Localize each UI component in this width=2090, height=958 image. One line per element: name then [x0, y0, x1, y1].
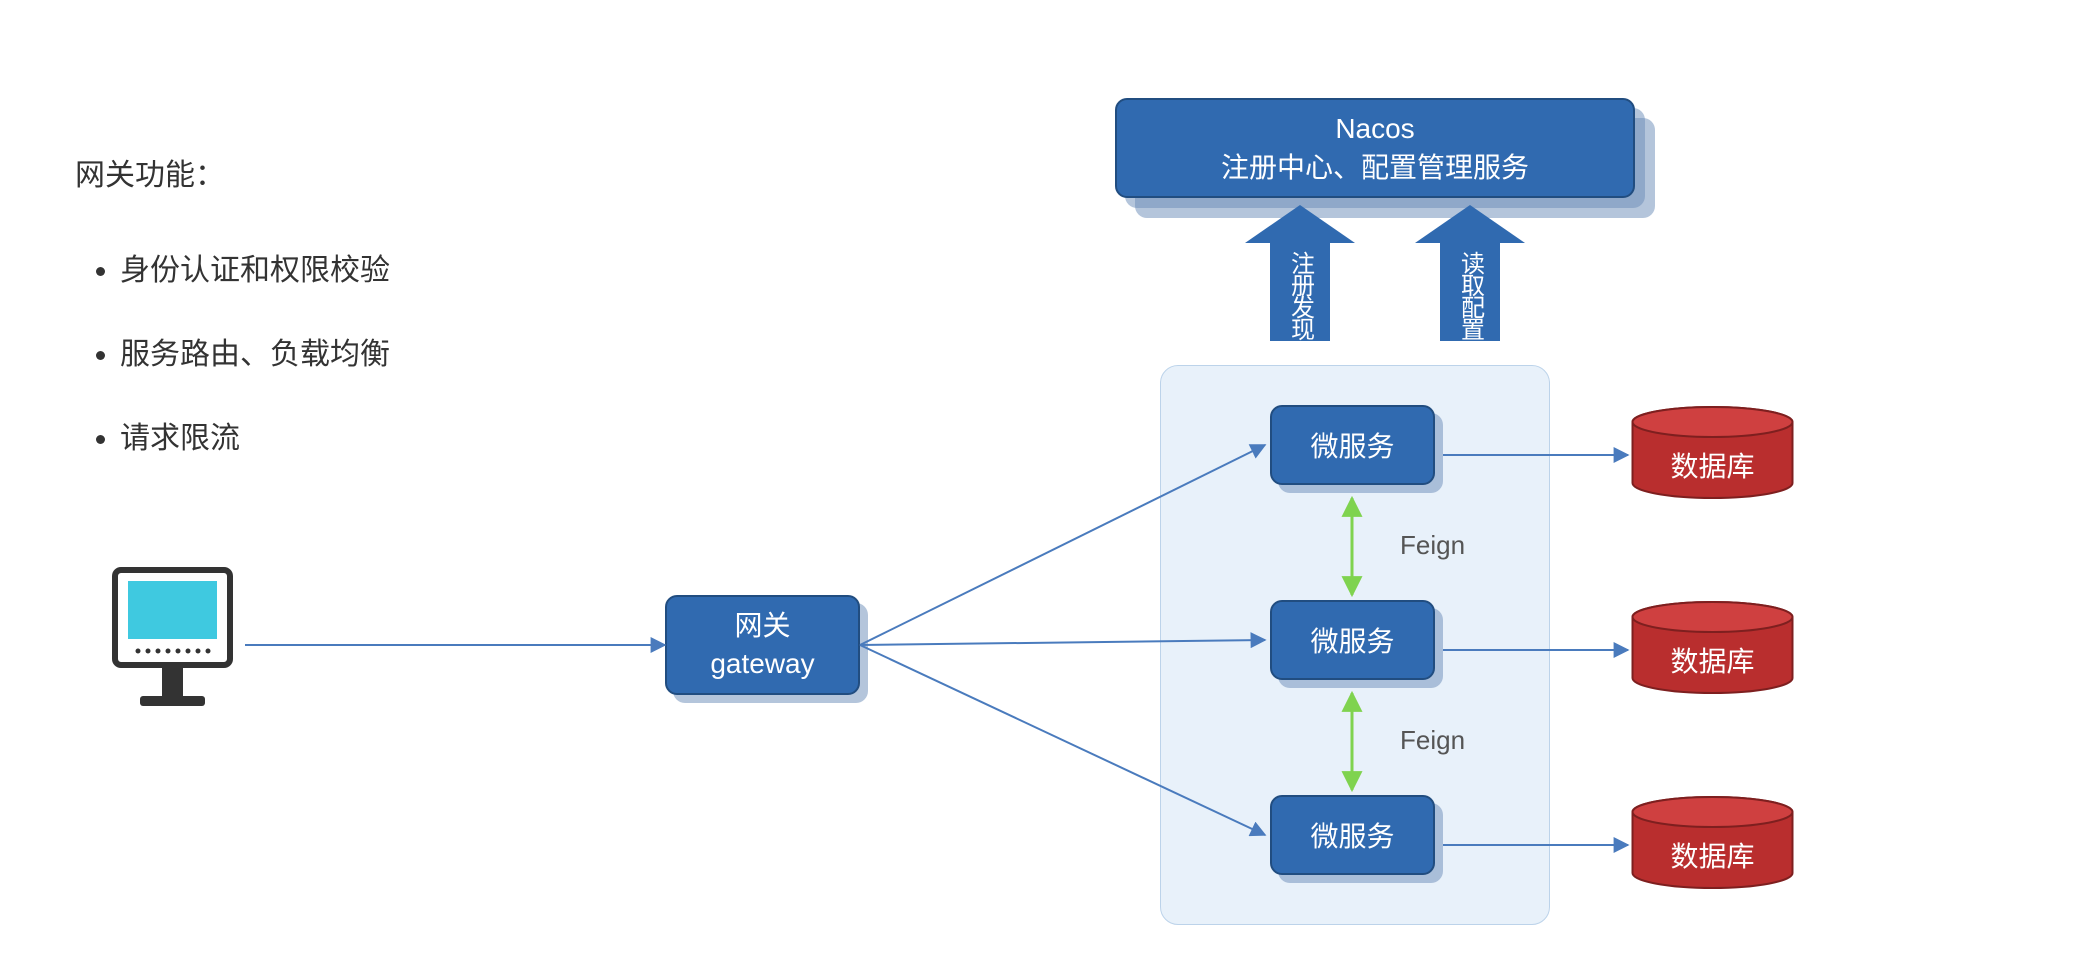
- feign-label: Feign: [1400, 530, 1465, 561]
- ms-label: 微服务: [1310, 815, 1394, 855]
- ms-label: 微服务: [1310, 425, 1394, 465]
- nacos-box: Nacos 注册中心、配置管理服务: [1115, 98, 1635, 198]
- database-icon: 数据库: [1630, 795, 1795, 890]
- db-label: 数据库: [1630, 640, 1795, 680]
- microservice-box: 微服务: [1270, 795, 1435, 875]
- readconfig-arrow: 读取配置: [1415, 205, 1525, 340]
- database-icon: 数据库: [1630, 405, 1795, 500]
- diagram-canvas: 网关功能： 身份认证和权限校验 服务路由、负载均衡 请求限流 Nacos 注: [0, 0, 2090, 958]
- gateway-line2: gateway: [710, 645, 814, 683]
- database-icon: 数据库: [1630, 600, 1795, 695]
- nacos-line1: Nacos: [1335, 109, 1414, 148]
- microservice-box: 微服务: [1270, 405, 1435, 485]
- db-label: 数据库: [1630, 445, 1795, 485]
- feature-title: 网关功能：: [75, 150, 225, 194]
- bullet-item: 身份认证和权限校验: [120, 245, 390, 289]
- register-arrow-label: 注册发现: [1283, 251, 1318, 339]
- bullet-item: 请求限流: [120, 413, 390, 457]
- feature-list: 身份认证和权限校验 服务路由、负载均衡 请求限流: [75, 205, 390, 457]
- readconfig-arrow-label: 读取配置: [1453, 251, 1488, 339]
- register-arrow: 注册发现: [1245, 205, 1355, 340]
- db-label: 数据库: [1630, 835, 1795, 875]
- bullet-item: 服务路由、负载均衡: [120, 329, 390, 373]
- feature-title-text: 网关功能：: [75, 159, 225, 192]
- gateway-line1: 网关: [734, 607, 790, 645]
- client-monitor-icon: [110, 565, 235, 720]
- gateway-box: 网关 gateway: [665, 595, 860, 695]
- microservice-box: 微服务: [1270, 600, 1435, 680]
- nacos-line2: 注册中心、配置管理服务: [1221, 148, 1529, 187]
- feign-label: Feign: [1400, 725, 1465, 756]
- ms-label: 微服务: [1310, 620, 1394, 660]
